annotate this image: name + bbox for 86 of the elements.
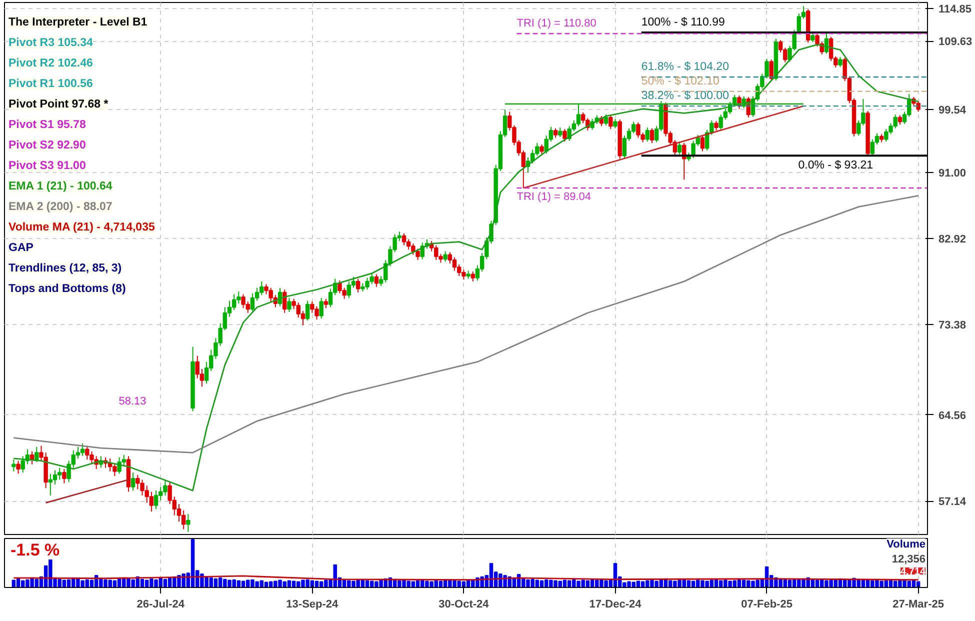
- candlestick: [130, 472, 136, 492]
- text: EMA 1 (21) - 100.64: [8, 180, 113, 192]
- annotation: 100% - $ 110.99: [641, 16, 725, 28]
- y-tick-label: 73.38: [938, 320, 966, 332]
- candlestick: [186, 514, 190, 532]
- candlestick: [810, 32, 815, 42]
- annotation: 50% - $ 102.10: [641, 75, 720, 88]
- candlestick: [305, 300, 310, 322]
- candlestick: [402, 232, 406, 246]
- annotation: Volume: [886, 538, 926, 550]
- annotation: Pivot S3 91.00: [8, 160, 86, 172]
- candlestick: [374, 274, 379, 288]
- candlestick: [48, 473, 53, 496]
- candlestick: [16, 460, 20, 474]
- annotation: Tops and Bottoms (8): [8, 283, 126, 295]
- annotation: Pivot S2 92.90: [8, 140, 86, 152]
- y-tick-label: 64.56: [938, 410, 966, 422]
- annotation: Trendlines (12, 85, 3): [8, 262, 122, 274]
- annotation: 0.0% - $ 93.21: [798, 160, 874, 172]
- annotation: Pivot S1 95.78: [8, 119, 86, 131]
- candlestick: [714, 120, 718, 131]
- candlestick: [181, 510, 186, 530]
- candlestick: [62, 468, 66, 484]
- annotation: -1.5 %: [10, 540, 60, 560]
- annotation: Pivot R1 100.56: [8, 78, 93, 90]
- annotation: 4,714: [900, 566, 926, 578]
- y-tick-label: 114.85: [938, 3, 972, 16]
- candlestick: [12, 459, 16, 472]
- candlestick: [604, 114, 608, 126]
- candlestick: [650, 128, 654, 144]
- x-tick-label: 07-Feb-25: [741, 598, 792, 610]
- x-tick-label: 26-Jul-24: [136, 598, 186, 610]
- candlestick: [176, 504, 182, 522]
- x-tick-label: 13-Sep-24: [286, 598, 340, 610]
- candlestick: [416, 248, 420, 261]
- bar: [264, 582, 268, 588]
- annotation: Pivot Point 97.68 *: [8, 98, 109, 110]
- ref-line-label: TRI (1) = 110.80: [516, 18, 596, 30]
- candlestick: [613, 118, 618, 129]
- x-tick-label: 27-Mar-25: [892, 598, 944, 610]
- annotation: 58.13: [118, 396, 146, 408]
- candlestick: [52, 470, 58, 486]
- bar: [190, 538, 195, 588]
- candlestick: [34, 446, 39, 462]
- text: Volume MA (21) - 4,714,035: [8, 222, 156, 234]
- ref-line-label: TRI (1) = 89.04: [516, 190, 592, 203]
- annotation: Pivot R3 105.34: [8, 37, 94, 49]
- candlestick: [319, 297, 324, 320]
- candlestick: [576, 103, 581, 127]
- candlestick: [677, 142, 682, 155]
- y-tick-label: 91.00: [938, 168, 966, 180]
- candlestick: [154, 490, 158, 510]
- candlestick: [553, 128, 558, 138]
- y-tick-label: 82.92: [938, 233, 966, 246]
- candlestick: [443, 250, 448, 262]
- candlestick: [324, 298, 328, 309]
- annotation: The Interpreter - Level B1: [8, 16, 148, 28]
- candlestick: [448, 252, 452, 264]
- y-tick-label: 109.63: [938, 36, 972, 48]
- text: EMA 2 (200) - 88.07: [8, 201, 112, 213]
- candlestick: [558, 127, 562, 138]
- candlestick: [540, 144, 544, 155]
- candlestick: [346, 280, 352, 298]
- candlestick: [250, 292, 255, 312]
- annotation: 61.8% - $ 104.20: [641, 61, 729, 74]
- candlestick: [870, 138, 875, 156]
- candlestick: [356, 278, 360, 293]
- y-tick-label: 99.54: [938, 104, 967, 116]
- candlestick: [608, 114, 613, 130]
- candlestick: [80, 442, 85, 457]
- annotation: Pivot R2 102.46: [8, 58, 93, 70]
- candlestick: [838, 56, 842, 68]
- candlestick: [700, 135, 705, 152]
- candlestick: [645, 127, 650, 142]
- annotation: 38.2% - $ 100.00: [641, 90, 729, 102]
- x-tick-label: 17-Dec-24: [589, 598, 642, 610]
- annotation: 12,356: [892, 554, 926, 566]
- annotation: GAP: [8, 242, 34, 254]
- x-tick-label: 30-Oct-24: [438, 598, 490, 610]
- candlestick: [57, 467, 62, 480]
- candlestick: [470, 271, 475, 282]
- candlestick: [898, 114, 902, 126]
- candlestick: [287, 297, 292, 312]
- y-tick-label: 57.14: [938, 496, 967, 508]
- candlestick: [452, 256, 457, 272]
- candlestick: [562, 128, 567, 142]
